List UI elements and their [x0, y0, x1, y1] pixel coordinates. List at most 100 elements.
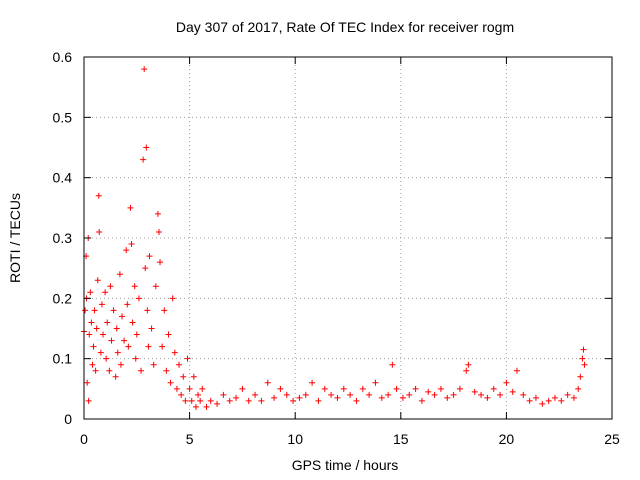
- data-point: [97, 349, 104, 356]
- data-point: [558, 397, 565, 404]
- data-point: [128, 241, 135, 248]
- data-point: [94, 277, 101, 284]
- data-point: [152, 283, 159, 290]
- data-point: [173, 385, 180, 392]
- data-point: [110, 307, 117, 314]
- data-point: [372, 379, 379, 386]
- data-point: [135, 295, 142, 302]
- data-point: [84, 379, 91, 386]
- y-tick-label: 0.1: [53, 351, 73, 367]
- data-point: [146, 253, 153, 260]
- data-point: [124, 301, 131, 308]
- data-point: [106, 367, 113, 374]
- data-point: [471, 388, 478, 395]
- data-point: [190, 373, 197, 380]
- y-axis-title: ROTI / TECUs: [7, 193, 23, 283]
- data-point: [463, 367, 470, 374]
- data-point: [579, 355, 586, 362]
- data-point: [103, 355, 110, 362]
- data-point: [412, 385, 419, 392]
- data-point: [577, 373, 584, 380]
- data-point: [142, 265, 149, 272]
- data-point: [92, 367, 99, 374]
- y-tick-label: 0.5: [53, 109, 73, 125]
- data-point: [148, 325, 155, 332]
- x-axis-tick-labels: 0 5 10 15 20 25: [80, 431, 620, 447]
- data-point: [406, 391, 413, 398]
- data-points: [81, 66, 588, 410]
- data-point: [399, 394, 406, 401]
- data-point: [159, 343, 166, 350]
- y-tick-label: 0.6: [53, 49, 73, 65]
- y-tick-label: 0.3: [53, 230, 73, 246]
- data-point: [123, 247, 130, 254]
- data-point: [132, 355, 139, 362]
- data-point: [95, 192, 102, 199]
- data-point: [484, 394, 491, 401]
- data-point: [513, 367, 520, 374]
- data-point: [131, 283, 138, 290]
- x-tick-label: 0: [80, 431, 88, 447]
- data-point: [359, 385, 366, 392]
- data-point: [264, 379, 271, 386]
- data-point: [199, 385, 206, 392]
- data-point: [140, 156, 147, 163]
- x-axis-title: GPS time / hours: [292, 457, 399, 473]
- x-tick-label: 10: [287, 431, 303, 447]
- data-point: [239, 385, 246, 392]
- data-point: [82, 307, 89, 314]
- data-point: [167, 379, 174, 386]
- data-point: [93, 325, 100, 332]
- data-point: [87, 289, 94, 296]
- data-point: [347, 391, 354, 398]
- data-point: [509, 388, 516, 395]
- data-point: [165, 331, 172, 338]
- data-point: [334, 394, 341, 401]
- data-point: [119, 313, 126, 320]
- data-point: [478, 391, 485, 398]
- data-point: [315, 397, 322, 404]
- data-point: [114, 349, 121, 356]
- data-point: [490, 385, 497, 392]
- data-point: [431, 391, 438, 398]
- data-point: [283, 391, 290, 398]
- data-point: [497, 391, 504, 398]
- data-point: [91, 307, 98, 314]
- data-point: [444, 394, 451, 401]
- y-tick-label: 0.2: [53, 290, 73, 306]
- data-point: [100, 331, 107, 338]
- data-point: [366, 391, 373, 398]
- data-point: [176, 361, 183, 368]
- data-point: [539, 400, 546, 407]
- data-point: [96, 228, 103, 235]
- data-point: [107, 283, 114, 290]
- data-point: [138, 367, 145, 374]
- chart-title: Day 307 of 2017, Rate Of TEC Index for r…: [176, 19, 514, 35]
- data-point: [116, 271, 123, 278]
- data-point: [532, 394, 539, 401]
- data-point: [214, 400, 221, 407]
- grid-lines: [84, 57, 612, 419]
- data-point: [290, 397, 297, 404]
- data-point: [271, 394, 278, 401]
- data-point: [207, 397, 214, 404]
- data-point: [340, 385, 347, 392]
- data-point: [113, 325, 120, 332]
- data-point: [203, 403, 210, 410]
- data-point: [570, 394, 577, 401]
- data-point: [141, 66, 148, 73]
- data-point: [89, 361, 96, 368]
- data-point: [171, 349, 178, 356]
- data-point: [86, 331, 93, 338]
- data-point: [98, 301, 105, 308]
- data-point: [575, 385, 582, 392]
- data-point: [526, 397, 533, 404]
- axis-ticks: [83, 56, 613, 420]
- data-point: [465, 361, 472, 368]
- data-point: [385, 391, 392, 398]
- data-point: [437, 385, 444, 392]
- data-point: [581, 361, 588, 368]
- x-tick-label: 25: [604, 431, 620, 447]
- data-point: [277, 385, 284, 392]
- data-point: [551, 394, 558, 401]
